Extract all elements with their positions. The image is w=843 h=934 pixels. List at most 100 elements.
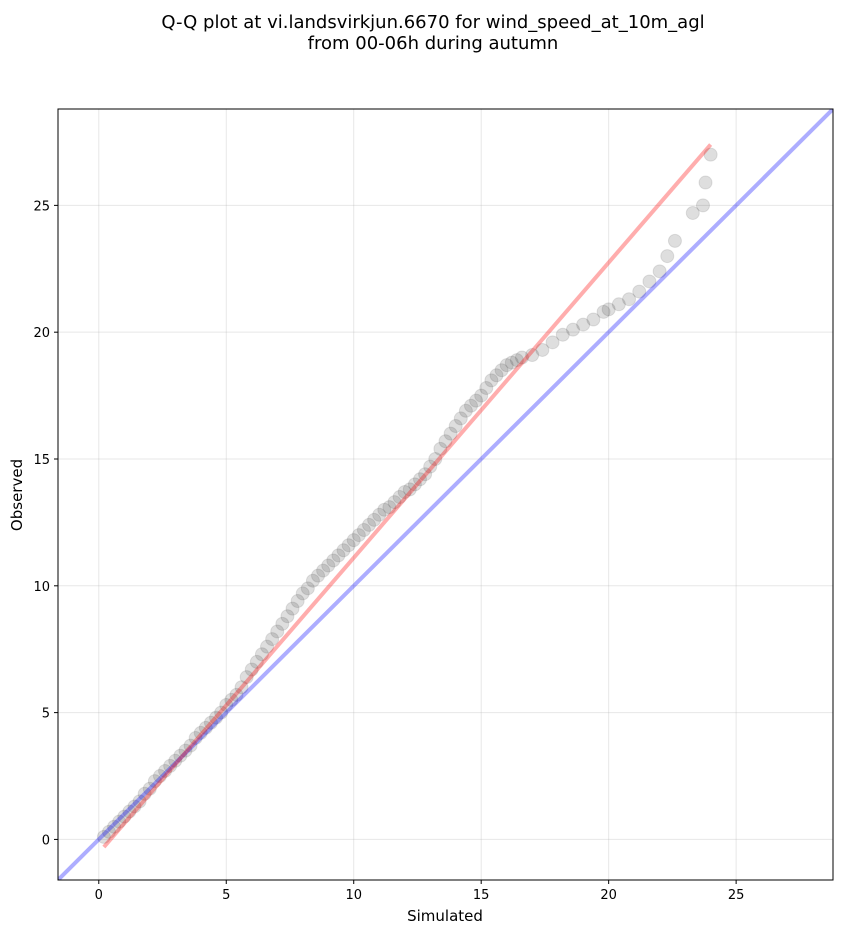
qq-point xyxy=(122,804,137,819)
y-tick-label: 10 xyxy=(33,580,50,595)
qq-point xyxy=(356,523,371,538)
qq-point xyxy=(660,249,675,264)
qq-point xyxy=(96,829,111,844)
qq-point xyxy=(346,533,361,548)
plot-area xyxy=(58,109,833,880)
qq-point xyxy=(402,482,417,497)
x-tick-label: 15 xyxy=(473,888,490,903)
qq-point xyxy=(535,342,550,357)
y-axis-ticks: 0 5 10 15 20 25 xyxy=(33,199,58,848)
qq-point xyxy=(234,680,249,695)
identity-line xyxy=(58,109,833,880)
qq-point xyxy=(152,769,167,784)
qq-point xyxy=(112,814,127,829)
qq-point xyxy=(321,558,336,573)
qq-point xyxy=(336,543,351,558)
qq-point xyxy=(275,616,290,631)
x-tick-label: 5 xyxy=(222,888,230,903)
qq-point xyxy=(469,393,484,408)
qq-point xyxy=(611,297,626,312)
qq-point xyxy=(418,467,433,482)
y-tick-label: 5 xyxy=(42,707,50,722)
qq-point xyxy=(387,495,402,510)
qq-point xyxy=(479,380,494,395)
y-tick-label: 0 xyxy=(42,833,50,848)
qq-point xyxy=(474,388,489,403)
qq-point xyxy=(622,292,637,307)
qq-point xyxy=(311,568,326,583)
qq-point xyxy=(183,738,198,753)
x-axis-ticks: 0 5 10 15 20 25 xyxy=(95,880,745,903)
qq-point xyxy=(244,662,259,677)
qq-point xyxy=(163,758,178,773)
qq-point xyxy=(525,348,540,363)
y-tick-label: 20 xyxy=(33,326,50,341)
qq-point xyxy=(509,353,524,368)
qq-point xyxy=(695,198,710,213)
qq-point xyxy=(331,548,346,563)
qq-point xyxy=(601,302,616,317)
qq-point xyxy=(280,609,295,624)
reference-lines xyxy=(58,109,833,880)
y-tick-label: 25 xyxy=(33,199,50,214)
qq-point xyxy=(463,398,478,413)
qq-point xyxy=(685,205,700,220)
qq-point xyxy=(351,528,366,543)
qq-point xyxy=(367,512,382,527)
qq-point xyxy=(295,586,310,601)
qq-point xyxy=(545,335,560,350)
qq-point xyxy=(494,363,509,378)
chart-title-line-1: Q-Q plot at vi.landsvirkjun.6670 for win… xyxy=(161,12,704,33)
qq-point xyxy=(443,426,458,441)
qq-point xyxy=(101,824,116,839)
qq-point xyxy=(219,698,234,713)
qq-point xyxy=(377,502,392,517)
qq-point xyxy=(514,350,529,365)
qq-points xyxy=(96,147,718,844)
qq-point xyxy=(300,581,315,596)
qq-point xyxy=(290,594,305,609)
qq-point xyxy=(632,284,647,299)
qq-point xyxy=(392,490,407,505)
qq-point xyxy=(326,553,341,568)
qq-point xyxy=(448,419,463,434)
qq-point xyxy=(127,799,142,814)
x-tick-label: 25 xyxy=(728,888,745,903)
qq-point xyxy=(178,743,193,758)
qq-point xyxy=(362,517,377,532)
qq-point xyxy=(188,730,203,745)
qq-point xyxy=(107,819,122,834)
qq-point xyxy=(372,507,387,522)
qq-point xyxy=(224,692,239,707)
x-tick-label: 10 xyxy=(345,888,362,903)
qq-point xyxy=(209,710,224,725)
qq-point xyxy=(596,304,611,319)
qq-point xyxy=(137,786,152,801)
qq-point xyxy=(698,175,713,190)
qq-point xyxy=(489,368,504,383)
qq-point xyxy=(305,573,320,588)
qq-point xyxy=(117,809,132,824)
qq-point xyxy=(147,774,162,789)
qq-point xyxy=(382,500,397,515)
qq-point xyxy=(642,274,657,289)
qq-point xyxy=(260,639,275,654)
qq-point xyxy=(142,781,157,796)
qq-point xyxy=(499,358,514,373)
qq-point xyxy=(703,147,718,162)
fit-line xyxy=(102,143,713,849)
x-tick-label: 0 xyxy=(95,888,103,903)
qq-point xyxy=(438,434,453,449)
qq-point xyxy=(484,373,499,388)
qq-point xyxy=(407,477,422,492)
qq-point xyxy=(667,233,682,248)
y-tick-label: 15 xyxy=(33,453,50,468)
qq-point xyxy=(270,624,285,639)
qq-point xyxy=(428,451,443,466)
qq-point xyxy=(316,563,331,578)
qq-point xyxy=(453,411,468,426)
qq-point xyxy=(565,322,580,337)
qq-point xyxy=(214,705,229,720)
qq-point xyxy=(168,753,183,768)
